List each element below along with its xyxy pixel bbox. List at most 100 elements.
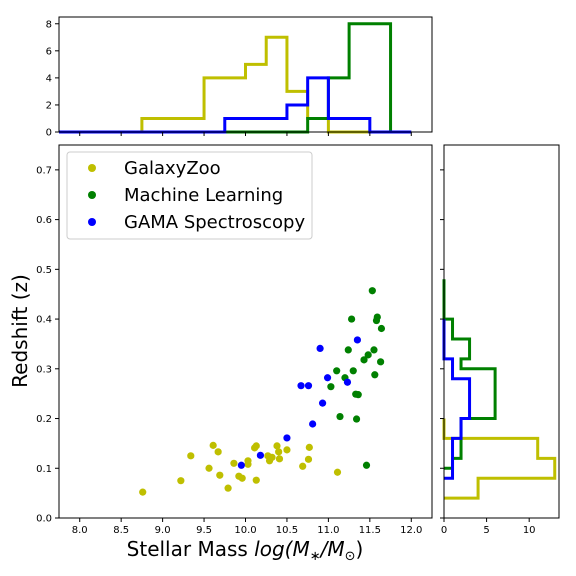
scatter-point-0-25 — [305, 443, 313, 451]
scatter-point-2-8 — [323, 374, 332, 382]
right-hist-step-1 — [442, 279, 497, 470]
scatter-point-1-13 — [368, 287, 376, 295]
scatter-point-2-3 — [297, 382, 305, 390]
scatter-point-2-6 — [316, 344, 324, 353]
main-x-tick-label-6: 11.0 — [317, 525, 339, 536]
scatter-point-1-0 — [327, 383, 335, 391]
scatter-point-1-19 — [377, 324, 386, 333]
scatter-point-0-1 — [177, 477, 185, 485]
scatter-point-1-2 — [336, 412, 344, 421]
scatter-point-2-5 — [309, 420, 317, 428]
main-x-tick-label-4: 10.0 — [234, 525, 256, 536]
scatter-point-1-17 — [373, 313, 381, 321]
scatter-point-0-24 — [304, 455, 313, 463]
scatter-point-0-21 — [275, 455, 284, 463]
main-y-tick-label-5: 0.5 — [36, 265, 52, 276]
scatter-point-0-2 — [187, 452, 195, 460]
scatter-point-0-15 — [252, 476, 260, 484]
top-y-tick-label-2: 4 — [46, 73, 52, 84]
scatter-point-0-20 — [275, 448, 283, 456]
scatter-point-2-7 — [318, 399, 327, 407]
main-scatter: 8.0 8.5 9.0 9.5 10.0 10.5 11.0 11.5 12.0 0.0 0.1 0… — [8, 144, 433, 564]
main-y-tick-label-6: 0.6 — [36, 215, 52, 226]
scatter-point-0-7 — [224, 484, 232, 492]
right-histogram-x-ticks: 0 5 10 — [441, 518, 536, 536]
scatter-point-0-10 — [238, 474, 246, 482]
scatter-point-2-0 — [237, 461, 245, 469]
scatter-point-1-18 — [377, 358, 385, 366]
main-y-ticks: 0.0 0.1 0.2 0.3 0.4 0.5 0.6 0.7 — [36, 165, 59, 525]
legend: GalaxyZoo Machine Learning GAMA Spectrosco… — [66, 151, 313, 240]
scatter-point-0-4 — [209, 441, 217, 449]
scatter-point-0-22 — [283, 446, 291, 454]
top-histogram-x-ticks — [79, 132, 412, 136]
right-histogram-steps — [442, 279, 557, 500]
top-y-tick-label-0: 0 — [46, 128, 52, 139]
scatter-point-0-3 — [205, 464, 213, 472]
scatter-point-2-9 — [343, 378, 352, 386]
main-y-tick-label-4: 0.4 — [36, 315, 52, 326]
scatter-point-0-19 — [273, 442, 281, 450]
scatter-point-1-9 — [354, 391, 362, 399]
main-x-tick-label-0: 8.0 — [72, 525, 88, 536]
main-x-tick-label-3: 9.5 — [196, 525, 212, 536]
legend-marker-2 — [88, 218, 96, 226]
legend-label-2: GAMA Spectroscopy — [124, 212, 305, 233]
main-x-tick-label-5: 10.5 — [276, 525, 298, 536]
legend-marker-0 — [88, 164, 96, 172]
scatter-point-1-6 — [349, 367, 357, 375]
scatter-point-1-4 — [344, 346, 352, 354]
x-axis-label: Stellar Mass log(M∗/M⊙) — [127, 537, 364, 564]
scatter-point-1-11 — [362, 461, 371, 469]
top-y-tick-label-4: 8 — [46, 19, 52, 30]
scatter-point-2-2 — [283, 434, 291, 442]
scatter-point-0-14 — [252, 442, 260, 450]
main-y-tick-label-1: 0.1 — [36, 464, 52, 475]
top-histogram: 0 2 4 6 8 — [46, 16, 433, 139]
main-x-tick-label-8: 12.0 — [400, 525, 422, 536]
scatter-point-0-18 — [268, 453, 276, 461]
main-x-ticks: 8.0 8.5 9.0 9.5 10.0 10.5 11.0 11.5 12.0 — [72, 518, 422, 536]
main-x-tick-label-2: 9.0 — [155, 525, 171, 536]
scatter-point-1-1 — [333, 367, 341, 375]
main-y-tick-label-3: 0.3 — [36, 364, 52, 375]
scatter-point-2-4 — [304, 382, 313, 390]
main-x-tick-label-7: 11.5 — [359, 525, 381, 536]
right-x-tick-label-0: 0 — [441, 525, 447, 536]
scatter-points — [139, 287, 386, 496]
scatter-point-1-5 — [347, 315, 356, 323]
main-x-tick-label-1: 8.5 — [113, 525, 129, 536]
scatter-point-0-5 — [214, 448, 222, 456]
scatter-point-1-14 — [370, 346, 378, 354]
scatter-point-0-12 — [244, 457, 252, 465]
scatter-point-1-12 — [364, 351, 372, 359]
scatter-point-2-10 — [353, 336, 361, 344]
legend-label-1: Machine Learning — [124, 185, 283, 206]
top-y-tick-label-1: 2 — [46, 100, 52, 111]
right-x-tick-label-2: 10 — [523, 525, 536, 536]
legend-label-0: GalaxyZoo — [124, 158, 221, 179]
main-y-tick-label-2: 0.2 — [36, 414, 52, 425]
main-y-tick-label-0: 0.0 — [36, 514, 52, 525]
right-histogram: 0 5 10 — [440, 144, 560, 536]
scatter-point-1-15 — [371, 371, 379, 379]
scatter-point-0-0 — [139, 488, 147, 496]
scatter-point-2-1 — [256, 451, 265, 459]
legend-items: GalaxyZoo Machine Learning GAMA Spectrosco… — [88, 158, 305, 233]
top-histogram-steps — [59, 22, 412, 134]
right-hist-step-2 — [442, 319, 472, 480]
right-histogram-y-ticks — [440, 169, 444, 519]
top-histogram-y-ticks: 0 2 4 6 8 — [46, 19, 59, 139]
right-x-tick-label-1: 5 — [483, 525, 489, 536]
legend-marker-1 — [88, 191, 96, 199]
y-axis-label: Redshift (z) — [8, 274, 32, 388]
scatter-point-1-10 — [360, 356, 368, 364]
right-histogram-frame — [443, 144, 560, 519]
right-hist-step-0 — [442, 418, 557, 500]
scatter-point-0-23 — [299, 462, 307, 470]
top-hist-step-2 — [59, 76, 412, 134]
top-y-tick-label-3: 6 — [46, 46, 52, 57]
legend-box — [66, 151, 313, 240]
scatter-point-0-8 — [230, 459, 238, 467]
